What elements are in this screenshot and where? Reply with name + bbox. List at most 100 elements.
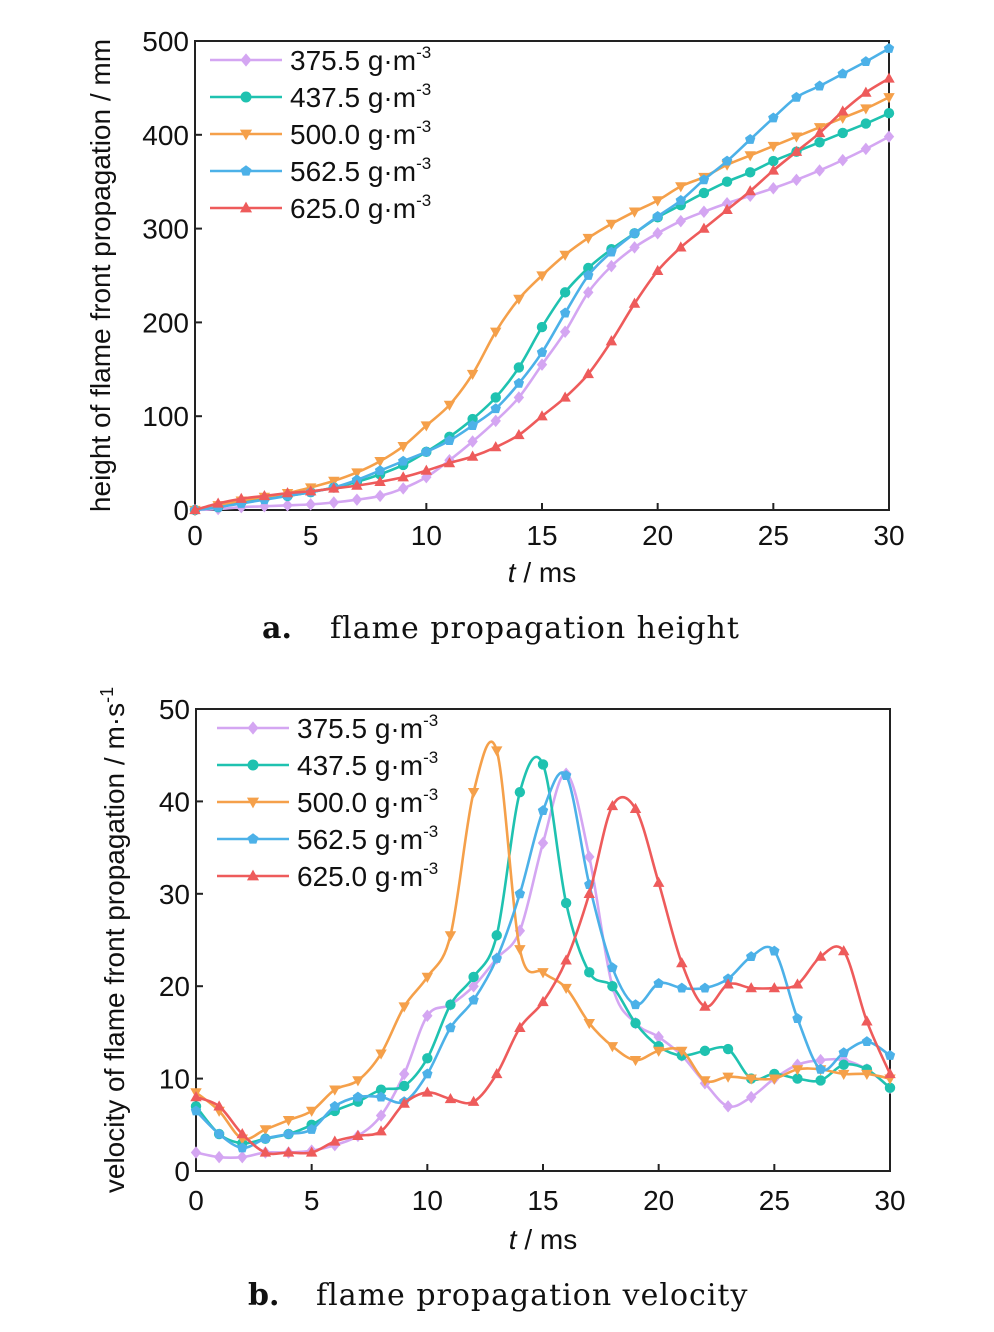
data-point	[767, 164, 780, 175]
data-point	[237, 1150, 248, 1164]
data-point	[606, 800, 619, 811]
data-point	[374, 465, 386, 476]
data-point	[628, 207, 641, 218]
data-point	[630, 999, 641, 1010]
data-point	[398, 1002, 410, 1013]
data-point	[213, 1100, 225, 1111]
data-point	[768, 982, 781, 993]
data-point	[490, 392, 501, 403]
data-point	[883, 43, 895, 53]
series-5	[190, 795, 896, 1157]
data-point	[513, 362, 525, 373]
legend: 375.5 g·m-3 437.5 g·m-3 500.0 g·m-3 562.5 g…	[217, 711, 438, 892]
data-point	[722, 978, 734, 989]
data-point	[860, 104, 872, 115]
legend-marker	[240, 91, 252, 103]
data-point	[305, 1146, 318, 1157]
legend-marker	[247, 721, 259, 735]
caption-letter: a.	[262, 611, 292, 646]
data-point	[699, 1000, 711, 1011]
data-point	[559, 287, 571, 298]
legend-entry: 437.5 g·m-3	[217, 748, 438, 781]
data-point	[305, 1106, 318, 1117]
data-point	[237, 1142, 248, 1153]
y-tick-label: 200	[142, 307, 189, 338]
data-point	[468, 979, 479, 993]
legend-label: 437.5 g·m-3	[297, 748, 438, 781]
legend-label: 437.5 g·m-3	[290, 80, 431, 113]
data-point	[814, 950, 827, 961]
data-point	[536, 321, 548, 333]
data-point	[791, 1065, 804, 1076]
data-point	[629, 1055, 642, 1067]
data-point	[466, 369, 479, 380]
data-point	[398, 1097, 410, 1108]
data-point	[468, 994, 479, 1005]
data-point	[328, 476, 340, 487]
legend-entry: 562.5 g·m-3	[217, 822, 438, 855]
data-point	[513, 391, 525, 404]
data-point	[675, 241, 687, 252]
data-point	[838, 1069, 850, 1080]
x-tick-label: 10	[412, 1185, 443, 1216]
data-point	[490, 327, 502, 338]
x-tick-label: 20	[643, 1185, 674, 1216]
y-tick-label: 400	[142, 120, 189, 151]
data-point	[190, 1105, 202, 1116]
data-point	[190, 1091, 202, 1102]
data-point	[375, 1125, 387, 1136]
data-point	[676, 982, 687, 993]
data-point	[282, 499, 293, 512]
legend-marker	[247, 833, 259, 844]
legend-entry: 375.5 g·m-3	[210, 43, 431, 76]
data-point	[584, 850, 595, 864]
legend-marker	[247, 759, 259, 771]
data-point	[883, 108, 895, 119]
legend-marker	[246, 797, 260, 809]
data-point	[699, 1045, 711, 1057]
data-point	[698, 205, 710, 218]
y-tick-label: 40	[159, 786, 190, 817]
data-point	[536, 271, 548, 282]
legend-entry: 562.5 g·m-3	[210, 154, 431, 187]
data-point	[374, 475, 386, 487]
data-point	[399, 1080, 410, 1092]
data-point	[536, 346, 548, 357]
data-point	[698, 187, 710, 199]
data-point	[837, 68, 848, 79]
y-tick-label: 0	[174, 1156, 190, 1187]
data-point	[514, 786, 526, 798]
data-point	[584, 967, 595, 978]
data-point	[652, 876, 665, 887]
y-axis-ticks: 0 100 200 300 400 500	[142, 26, 202, 526]
data-point	[397, 442, 409, 453]
data-point	[629, 227, 640, 238]
caption-text: flame propagation velocity	[316, 1278, 748, 1313]
data-point	[559, 391, 571, 402]
data-point	[861, 1069, 873, 1080]
legend-marker	[246, 869, 260, 881]
data-point	[699, 1076, 711, 1087]
data-point	[652, 210, 663, 221]
data-point	[814, 137, 825, 148]
data-point	[721, 176, 733, 187]
data-point	[444, 931, 457, 942]
chart-panel-b: 0 5 10 15 20 25 30 0 10 20 30 40 50 t / ms velocity of…	[97, 687, 906, 1313]
data-point	[861, 1015, 873, 1026]
y-tick-label: 100	[142, 401, 189, 432]
data-point	[537, 836, 549, 850]
data-point	[467, 413, 478, 425]
data-point	[282, 1146, 295, 1157]
data-point	[745, 167, 756, 178]
data-point	[397, 471, 409, 482]
legend-label: 500.0 g·m-3	[290, 117, 431, 150]
data-point	[513, 294, 525, 305]
caption-text: flame propagation height	[330, 611, 740, 646]
legend-marker	[239, 129, 253, 141]
data-point	[351, 479, 363, 490]
data-point	[675, 182, 687, 193]
data-point	[445, 999, 456, 1010]
data-point	[722, 1100, 734, 1113]
legend-entry: 625.0 g·m-3	[217, 859, 438, 892]
